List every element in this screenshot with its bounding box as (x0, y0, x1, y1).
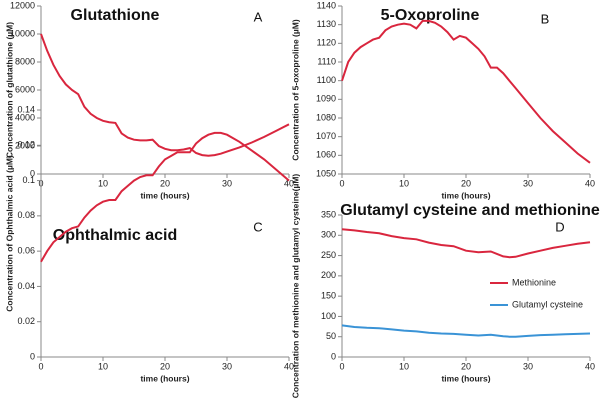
x-tick-label: 10 (399, 178, 409, 188)
data-line (40, 33, 290, 157)
x-tick-label: 20 (461, 178, 471, 188)
y-tick-label: 1100 (317, 75, 336, 85)
chart-title: Ophthalmic acid (53, 227, 177, 244)
y-tick-label: 1140 (317, 0, 336, 10)
y-tick-label: 200 (321, 270, 336, 280)
y-tick-label: 250 (321, 250, 336, 260)
x-axis-label: time (hours) (441, 190, 490, 200)
x-tick-label: 20 (160, 361, 170, 371)
y-tick-label: 0.1 (22, 175, 35, 185)
x-tick-label: 30 (222, 178, 232, 188)
y-tick-label: 300 (321, 230, 336, 240)
x-axis-label: time (hours) (140, 373, 189, 383)
chart-title: Glutathione (71, 7, 160, 24)
y-tick-label: 1070 (316, 131, 336, 141)
y-tick-label: 1060 (316, 150, 336, 160)
panel-label: A (254, 9, 263, 24)
y-tick-label: 8000 (15, 56, 35, 66)
x-tick-label: 20 (461, 361, 471, 371)
legend-label: Methionine (512, 277, 556, 287)
x-axis-label: time (hours) (140, 190, 189, 200)
y-tick-label: 1110 (317, 56, 336, 66)
y-tick-label: 10000 (10, 28, 35, 38)
y-tick-label: 150 (321, 291, 336, 301)
panel-label: B (541, 11, 550, 26)
y-tick-label: 1120 (317, 38, 336, 48)
x-tick-label: 30 (222, 361, 232, 371)
panel-label: D (555, 219, 564, 234)
x-tick-label: 10 (98, 178, 108, 188)
x-tick-label: 40 (585, 361, 595, 371)
y-axis-label: Concentration of methionine and glutamyl… (290, 174, 300, 399)
y-tick-label: 100 (321, 311, 336, 321)
x-tick-label: 30 (523, 361, 533, 371)
y-tick-label: 0 (331, 351, 336, 361)
y-tick-label: 6000 (15, 84, 35, 94)
x-tick-label: 40 (284, 361, 294, 371)
x-tick-label: 0 (38, 361, 43, 371)
x-tick-label: 10 (399, 361, 409, 371)
y-tick-label: 0.06 (17, 246, 35, 256)
data-line (341, 324, 591, 338)
y-tick-label: 0 (30, 168, 35, 178)
y-tick-label: 2000 (15, 140, 35, 150)
y-tick-label: 0.14 (17, 104, 35, 114)
y-tick-label: 1130 (317, 19, 336, 29)
chart-title: Glutamyl cysteine and methionine (340, 202, 600, 219)
y-tick-label: 0.12 (17, 140, 35, 150)
legend-label: Glutamyl cysteine (512, 299, 583, 309)
y-tick-label: 12000 (10, 0, 35, 10)
x-tick-label: 30 (523, 178, 533, 188)
y-tick-label: 0.08 (17, 210, 35, 220)
y-tick-label: 1080 (316, 112, 336, 122)
chart-title: 5-Oxoproline (381, 7, 480, 24)
y-axis-label: Concentration of Ophthalmic acid (µM) (4, 155, 14, 312)
y-tick-label: 0.02 (17, 316, 35, 326)
y-tick-label: 1090 (316, 94, 336, 104)
data-line (341, 19, 591, 164)
y-axis-label: Concentration of glutathione (µM) (4, 22, 14, 158)
data-line (40, 131, 290, 263)
x-axis-label: time (hours) (441, 373, 490, 383)
y-axis-label: Concentration of 5-oxoproline (µM) (290, 19, 300, 161)
y-tick-label: 4000 (15, 112, 35, 122)
x-tick-label: 0 (339, 361, 344, 371)
y-tick-label: 350 (321, 209, 336, 219)
y-tick-label: 0 (30, 351, 35, 361)
x-tick-label: 10 (98, 361, 108, 371)
y-tick-label: 50 (326, 331, 336, 341)
x-tick-label: 0 (339, 178, 344, 188)
panel-label: C (253, 219, 262, 234)
y-tick-label: 0.04 (17, 281, 35, 291)
x-tick-label: 20 (160, 178, 170, 188)
data-line (341, 228, 591, 259)
y-tick-label: 1050 (316, 168, 336, 178)
x-tick-label: 40 (585, 178, 595, 188)
x-tick-label: 40 (284, 178, 294, 188)
